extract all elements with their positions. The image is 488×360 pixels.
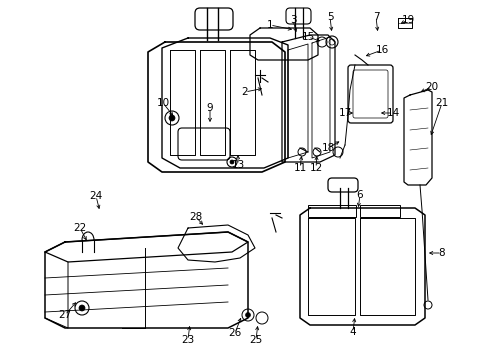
Text: 24: 24	[89, 191, 102, 201]
Circle shape	[79, 305, 85, 311]
Text: 9: 9	[206, 103, 213, 113]
Text: 27: 27	[58, 310, 71, 320]
Text: 23: 23	[181, 335, 194, 345]
Text: 18: 18	[321, 143, 334, 153]
Bar	[307, 205, 355, 217]
Text: 22: 22	[73, 223, 86, 233]
Text: 12: 12	[309, 163, 322, 173]
Text: 15: 15	[301, 32, 314, 42]
Text: 5: 5	[326, 12, 333, 22]
Text: 6: 6	[356, 190, 363, 200]
Text: 20: 20	[425, 82, 438, 92]
Text: 21: 21	[434, 98, 447, 108]
Text: 2: 2	[241, 87, 248, 97]
Text: 1: 1	[266, 20, 273, 30]
Text: 4: 4	[349, 327, 356, 337]
Bar	[359, 205, 399, 217]
Text: 10: 10	[156, 98, 169, 108]
Text: 13: 13	[231, 160, 244, 170]
Text: 28: 28	[189, 212, 202, 222]
Circle shape	[245, 312, 250, 318]
Text: 3: 3	[289, 15, 296, 25]
Text: 11: 11	[293, 163, 306, 173]
Circle shape	[169, 115, 175, 121]
Text: 14: 14	[386, 108, 399, 118]
Text: 8: 8	[438, 248, 445, 258]
Text: 26: 26	[228, 328, 241, 338]
Text: 25: 25	[249, 335, 262, 345]
Circle shape	[229, 160, 234, 164]
Text: 17: 17	[338, 108, 351, 118]
Text: 7: 7	[372, 12, 379, 22]
Text: 16: 16	[375, 45, 388, 55]
Text: 19: 19	[401, 15, 414, 25]
